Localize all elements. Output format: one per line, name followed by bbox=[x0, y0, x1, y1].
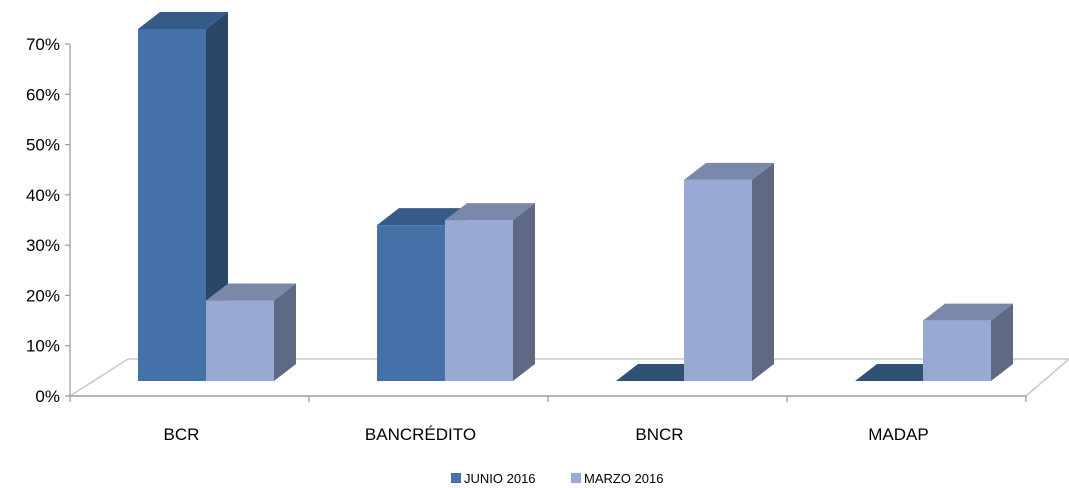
bar-top-face bbox=[206, 283, 296, 301]
y-tick-label: 0% bbox=[35, 387, 60, 406]
bar-front-face bbox=[445, 220, 513, 381]
legend-item: MARZO 2016 bbox=[571, 471, 663, 486]
legend-label: JUNIO 2016 bbox=[464, 471, 536, 486]
bar-front-face bbox=[377, 225, 445, 381]
bar-bncr-series-2 bbox=[684, 162, 774, 381]
y-axis: 0% 10% 20% 30% 40% 50% 60% 70% bbox=[26, 35, 1027, 406]
legend-label: MARZO 2016 bbox=[584, 471, 663, 486]
y-tick-label: 50% bbox=[26, 136, 60, 155]
x-category-label: BNCR bbox=[635, 425, 683, 444]
x-category-label: BANCRÉDITO bbox=[365, 425, 476, 444]
legend-swatch bbox=[571, 473, 581, 483]
legend: JUNIO 2016 MARZO 2016 bbox=[451, 471, 663, 486]
legend-item: JUNIO 2016 bbox=[451, 471, 536, 486]
bar-side-face bbox=[752, 162, 774, 381]
bar-bancr-dito-series-2 bbox=[445, 203, 535, 381]
y-tick-label: 10% bbox=[26, 337, 60, 356]
bar-top-face bbox=[138, 12, 228, 29]
bar-madap-series-1 bbox=[855, 364, 945, 381]
bar-top-face bbox=[684, 162, 774, 180]
y-tick-label: 40% bbox=[26, 186, 60, 205]
y-tick-label: 20% bbox=[26, 286, 60, 305]
bar-top-face bbox=[445, 203, 535, 221]
bar-front-face bbox=[923, 320, 991, 381]
legend-swatch bbox=[451, 473, 461, 483]
y-tick-label: 70% bbox=[26, 35, 60, 54]
bar-front-face bbox=[684, 179, 752, 381]
x-category-label: BCR bbox=[164, 425, 200, 444]
bar-side-face bbox=[991, 303, 1013, 381]
bar-bcr-series-2 bbox=[206, 283, 296, 381]
bar-top-face bbox=[616, 364, 706, 381]
bar-top-face bbox=[923, 303, 1013, 321]
y-tick-label: 60% bbox=[26, 85, 60, 104]
bars bbox=[138, 12, 1013, 381]
bar-side-face bbox=[513, 203, 535, 381]
bar-front-face bbox=[206, 300, 274, 381]
x-axis-labels: BCR BANCRÉDITO BNCR MADAP bbox=[164, 425, 929, 444]
bar-front-face bbox=[138, 29, 206, 381]
bar-madap-series-2 bbox=[923, 303, 1013, 381]
x-category-label: MADAP bbox=[868, 425, 928, 444]
bar-top-face bbox=[377, 208, 467, 226]
y-tick-label: 30% bbox=[26, 236, 60, 255]
bar-side-face bbox=[274, 283, 296, 381]
bar-bncr-series-1 bbox=[616, 364, 706, 381]
bar-top-face bbox=[855, 364, 945, 381]
